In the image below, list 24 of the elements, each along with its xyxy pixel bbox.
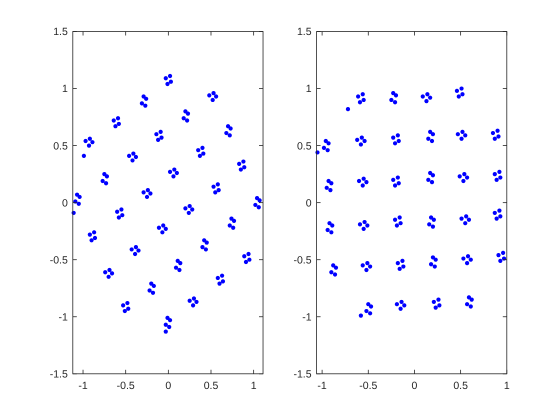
y-tick-label: -0.5 bbox=[50, 254, 68, 266]
y-tick-label: -1.5 bbox=[293, 368, 312, 380]
y-tick-label: 1 bbox=[306, 83, 312, 96]
x-tick-label: 1 bbox=[504, 380, 510, 392]
x-tick-label: -0.5 bbox=[116, 380, 135, 392]
x-tick-label: 0 bbox=[165, 380, 172, 392]
x-tick-label: 0.5 bbox=[204, 380, 218, 392]
x-tick-label: 0 bbox=[412, 380, 418, 392]
y-tick-label: 0 bbox=[306, 197, 312, 210]
y-tick-label: 1 bbox=[62, 83, 68, 96]
y-tick-label: 0.5 bbox=[53, 140, 68, 152]
y-tick-label: -1.5 bbox=[50, 368, 68, 380]
y-tick-label: -1 bbox=[58, 311, 68, 324]
y-tick-label: -0.5 bbox=[293, 254, 312, 266]
y-tick-label: -1 bbox=[302, 311, 312, 324]
x-tick-label: -0.5 bbox=[359, 380, 378, 392]
x-tick-label: -1 bbox=[317, 380, 327, 392]
y-tick-label: 0 bbox=[62, 197, 68, 210]
x-tick-label: -1 bbox=[78, 380, 88, 392]
y-tick-label: 1.5 bbox=[53, 26, 68, 38]
x-tick-label: 1 bbox=[250, 380, 257, 392]
x-tick-label: 0.5 bbox=[453, 380, 468, 392]
y-tick-label: 0.5 bbox=[296, 140, 312, 152]
y-tick-label: 1.5 bbox=[296, 26, 312, 38]
